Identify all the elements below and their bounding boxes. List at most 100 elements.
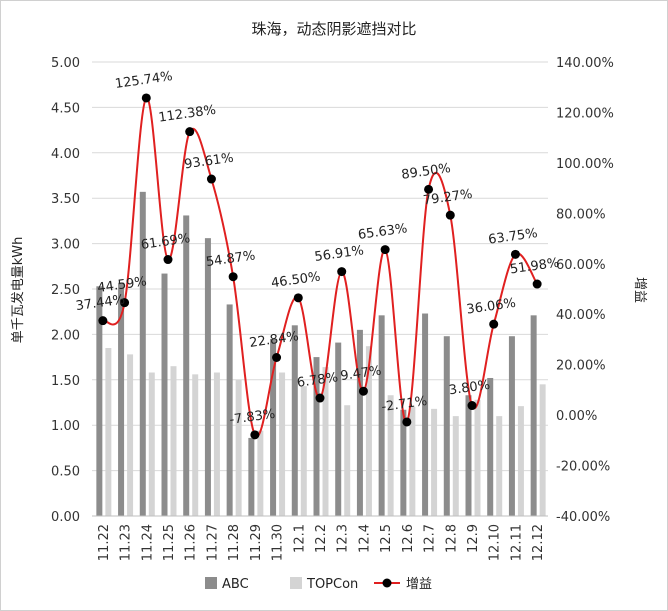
gain-point [293, 293, 303, 303]
gain-data-label: 65.63% [357, 221, 408, 243]
topcon-bar [235, 379, 242, 516]
axis-layer: 0.00 0.50 1.00 1.50 2.00 2.50 3.00 3.50 4.00 4.50… [51, 56, 614, 561]
gain-point [532, 279, 542, 289]
y2-tick-label: 120.00% [556, 106, 614, 121]
x-tick-label: 11.28 [227, 524, 242, 561]
gain-point [120, 298, 130, 308]
y-tick-label: 4.50 [51, 101, 80, 116]
y2-tick-label: 0.00% [556, 409, 597, 424]
gain-point [228, 272, 238, 282]
gain-point [141, 93, 151, 103]
gain-point [250, 430, 260, 440]
x-tick-label: 12.9 [466, 524, 481, 553]
topcon-bar [148, 372, 155, 516]
topcon-bar [127, 354, 134, 516]
abc-bar [313, 357, 320, 516]
y2-tick-label: 60.00% [556, 258, 606, 273]
topcon-bar [365, 346, 372, 516]
y-tick-label: 1.50 [51, 374, 80, 389]
abc-bar [183, 215, 190, 516]
x-tick-label: 11.30 [271, 524, 286, 561]
x-tick-label: 12.4 [357, 524, 372, 553]
x-tick-label: 12.1 [292, 524, 307, 553]
legend-topcon-label: TOPCon [306, 577, 358, 592]
legend-gain-label: 增益 [406, 577, 432, 592]
x-tick-label: 12.10 [488, 524, 503, 561]
abc-bar [508, 336, 515, 516]
bar-layer [96, 191, 546, 517]
topcon-bar [344, 405, 351, 516]
x-tick-label: 11.25 [162, 524, 177, 561]
x-tick-label: 12.8 [444, 524, 459, 553]
gain-data-label: 89.50% [400, 161, 451, 183]
topcon-bar [300, 386, 307, 516]
line-layer [98, 93, 542, 440]
x-tick-label: 11.27 [205, 524, 220, 561]
y-tick-label: 3.50 [51, 192, 80, 207]
x-tick-label: 11.24 [140, 524, 155, 561]
x-tick-label: 12.7 [423, 524, 438, 553]
gain-data-label: -7.83% [229, 407, 277, 428]
y2-tick-label: -40.00% [556, 510, 610, 525]
abc-bar [530, 315, 537, 516]
abc-bar [378, 315, 385, 516]
gain-data-label: 37.44% [75, 292, 126, 314]
x-tick-label: 12.11 [509, 524, 524, 561]
gain-point [163, 255, 173, 265]
abc-bar [400, 409, 407, 516]
topcon-bar [539, 384, 546, 516]
gain-point [272, 353, 282, 363]
y-tick-label: 2.00 [51, 328, 80, 343]
gain-point [467, 401, 477, 411]
abc-bar [248, 437, 255, 516]
gain-data-label: 6.78% [296, 370, 339, 391]
label-layer: 37.44%44.59%125.74%61.69%112.38%93.61%54… [75, 69, 560, 428]
topcon-bar [517, 406, 524, 516]
abc-bar [443, 336, 450, 516]
gain-data-label: 54.87% [205, 248, 256, 270]
gain-data-label: 46.50% [270, 269, 321, 291]
abc-bar [204, 238, 211, 517]
abc-bar [118, 282, 125, 516]
gain-point [445, 210, 455, 220]
abc-bar [465, 395, 472, 516]
gain-data-label: 9.47% [339, 363, 382, 384]
legend-gain-marker [382, 578, 392, 588]
legend-abc-swatch [205, 577, 217, 589]
y-tick-label: 0.00 [51, 510, 80, 525]
topcon-bar [192, 374, 199, 516]
gain-point [380, 245, 390, 255]
legend-topcon-swatch [290, 577, 302, 589]
gain-point [489, 319, 499, 329]
y2-tick-label: 40.00% [556, 308, 606, 323]
gain-data-label: 22.84% [248, 329, 299, 351]
abc-bar [226, 304, 233, 516]
gain-point [510, 249, 520, 259]
x-tick-label: 12.5 [379, 524, 394, 553]
topcon-bar [257, 430, 264, 516]
abc-bar [422, 313, 429, 516]
y2-tick-label: 100.00% [556, 157, 614, 172]
gain-data-label: 56.91% [314, 243, 365, 265]
x-tick-label: 12.6 [401, 524, 416, 553]
y2-axis-label: 增益 [632, 277, 647, 303]
gain-point [402, 417, 412, 427]
abc-bar [161, 273, 168, 516]
x-tick-label: 11.22 [97, 524, 112, 561]
topcon-bar [409, 407, 416, 516]
gain-data-label: 63.75% [487, 226, 538, 248]
abc-bar [96, 286, 103, 516]
gain-point [424, 184, 434, 194]
topcon-bar [387, 395, 394, 516]
abc-bar [487, 377, 494, 516]
gain-point [206, 174, 216, 184]
legend-abc-label: ABC [222, 577, 249, 592]
gain-data-label: 93.61% [183, 151, 234, 173]
gain-data-label: 61.69% [140, 231, 191, 253]
gain-point [337, 267, 347, 277]
y-axis-label: 单千瓦发电量kWh [10, 237, 26, 344]
x-tick-label: 12.2 [314, 524, 329, 553]
gain-point [98, 316, 108, 326]
abc-bar [335, 342, 342, 516]
